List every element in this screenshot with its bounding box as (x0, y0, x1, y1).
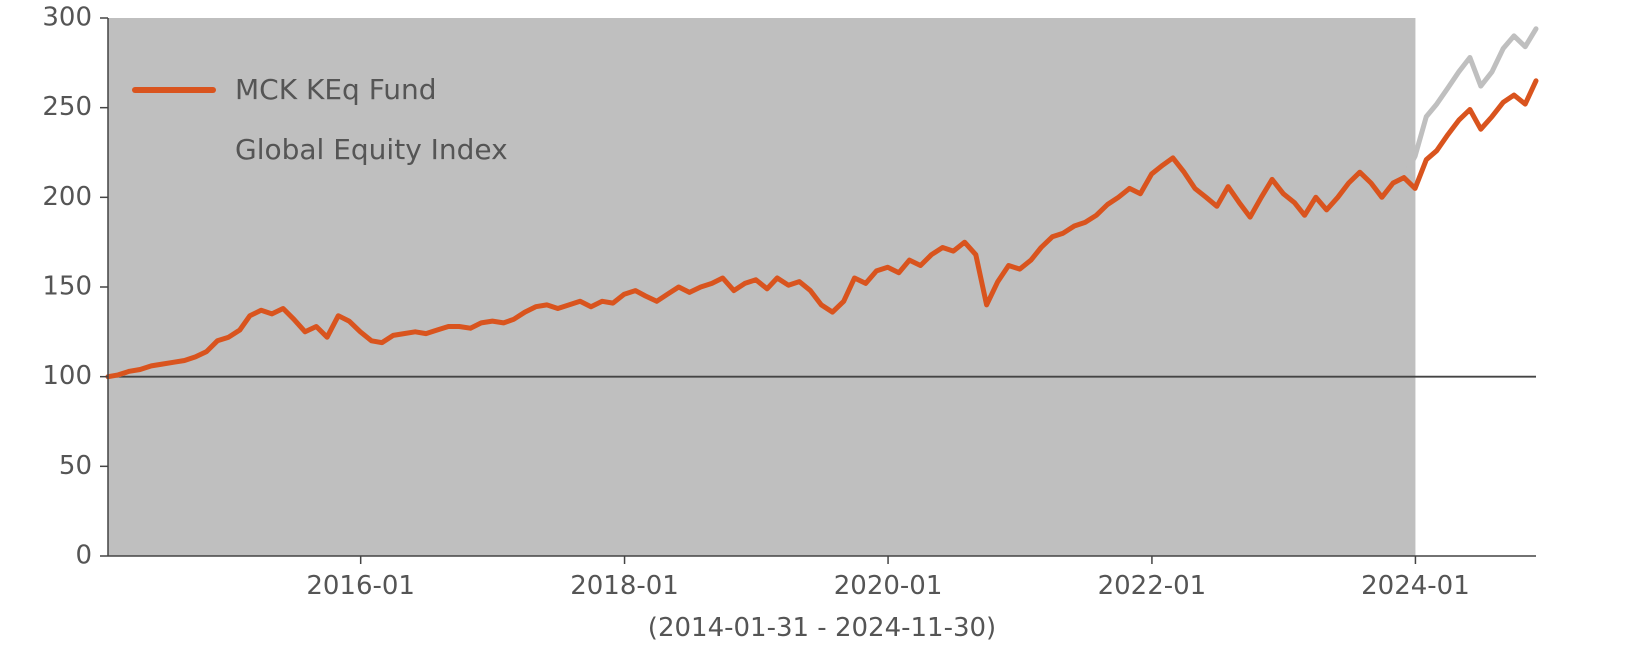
y-tick-label: 250 (42, 92, 92, 122)
performance-chart: 0 50 100 150 200 250 300 2016-01 2018-01 2020-01 2… (0, 0, 1633, 671)
y-tick-label: 150 (42, 272, 92, 302)
legend-label: Global Equity Index (235, 133, 508, 166)
y-tick-label: 100 (42, 361, 92, 391)
x-tick-label: 2016-01 (306, 571, 415, 601)
x-tick-label: 2020-01 (834, 571, 943, 601)
x-tick-label: 2024-01 (1361, 571, 1470, 601)
x-tick-label: 2022-01 (1098, 571, 1207, 601)
x-tick-label: 2018-01 (570, 571, 679, 601)
legend-label: MCK KEq Fund (235, 73, 437, 106)
y-tick-label: 200 (42, 182, 92, 212)
y-tick-label: 0 (75, 541, 92, 571)
y-tick-label: 300 (42, 3, 92, 33)
chart-subtitle: (2014-01-31 - 2024-11-30) (648, 613, 996, 643)
y-tick-label: 50 (59, 451, 92, 481)
